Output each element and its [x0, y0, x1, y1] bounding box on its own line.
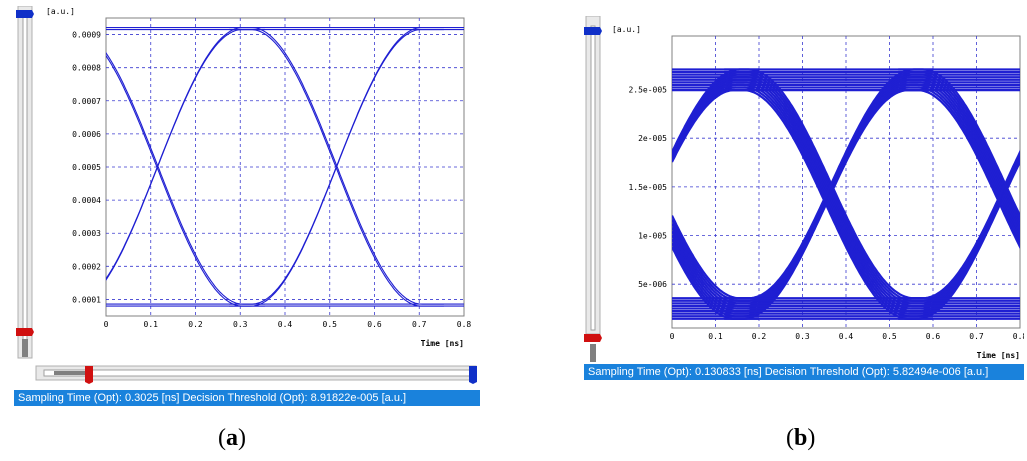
- vertical-slider-groove: [22, 13, 28, 355]
- falling-edge-trace: [724, 68, 933, 300]
- upper-threshold-marker-icon[interactable]: [16, 10, 34, 18]
- falling-edge-trace: [229, 29, 444, 307]
- x-tick-label: 0.4: [278, 320, 293, 329]
- end-marker-icon[interactable]: [469, 366, 477, 384]
- horizontal-slider-groove: [43, 369, 473, 377]
- falling-edge-trace: [106, 54, 265, 307]
- y-tick-label: 0.0006: [72, 130, 101, 139]
- plot-area-b: 0 0.1 0.2 0.3 0.4 0.5 0.6 0.7 0.8 5e-006 1e-005 1.5…: [612, 25, 1027, 360]
- x-tick-label: 0.1: [144, 320, 159, 329]
- falling-edge-trace: [724, 71, 933, 302]
- vertical-slider-groove: [590, 25, 596, 331]
- y-tick-label: 2.5e-005: [628, 86, 667, 95]
- eye-diagram-panel-a: 0 0.1 0.2 0.3 0.4 0.5 0.6 0.7 0.8 0.0001 0.0002 0.0…: [14, 5, 480, 406]
- y-tick-label: 1e-005: [638, 232, 667, 241]
- x-axis-label: Time [ns]: [977, 350, 1020, 360]
- x-axis-label: Time [ns]: [421, 338, 464, 348]
- caption-a: (a): [218, 425, 246, 451]
- y-tick-label: 0.0004: [72, 196, 101, 205]
- lower-threshold-marker-icon[interactable]: [584, 334, 602, 342]
- x-tick-label: 0.8: [1013, 332, 1024, 341]
- caption-b: (b): [786, 425, 816, 451]
- slider-handle[interactable]: [22, 339, 28, 357]
- y-tick-label: 0.0005: [72, 163, 101, 172]
- rising-edge-trace: [724, 68, 933, 300]
- x-tick-label: 0.7: [412, 320, 427, 329]
- status-bar-a: Sampling Time (Opt): 0.3025 [ns] Decisio…: [14, 390, 480, 406]
- status-bar-b: Sampling Time (Opt): 0.130833 [ns] Decis…: [584, 364, 1024, 380]
- falling-edge-trace: [898, 86, 1020, 246]
- eye-diagram-a: 0 0.1 0.2 0.3 0.4 0.5 0.6 0.7 0.8 0.0001 0.0002 0.0…: [16, 5, 477, 384]
- falling-edge-trace: [898, 71, 1020, 223]
- falling-edge-trace: [106, 51, 265, 305]
- y-tick-label: 0.0002: [72, 262, 101, 271]
- x-tick-label: 0.2: [188, 320, 203, 329]
- eye-traces: [672, 68, 1020, 320]
- caption-b-letter: b: [794, 425, 808, 451]
- y-axis-label: [a.u.]: [612, 25, 641, 34]
- x-tick-label: 0.6: [926, 332, 941, 341]
- y-tick-label: 0.0001: [72, 295, 101, 304]
- upper-threshold-marker-icon[interactable]: [584, 27, 602, 35]
- falling-edge-trace: [898, 73, 1020, 227]
- y-tick-label: 0.0008: [72, 64, 101, 73]
- x-tick-label: 0: [670, 332, 675, 341]
- eye-diagram-panel-b: 0 0.1 0.2 0.3 0.4 0.5 0.6 0.7 0.8 5e-006 1e-005 1.5…: [584, 15, 1027, 380]
- slider-handle[interactable]: [590, 344, 596, 362]
- x-tick-label: 0.8: [457, 320, 472, 329]
- eye-traces: [106, 27, 464, 307]
- x-tick-label: 0.6: [367, 320, 382, 329]
- caption-a-letter: a: [226, 425, 238, 451]
- falling-edge-trace: [898, 89, 1020, 250]
- x-tick-label: 0.5: [882, 332, 897, 341]
- y-tick-label: 0.0007: [72, 97, 101, 106]
- x-tick-label: 0.1: [708, 332, 723, 341]
- falling-edge-trace: [898, 81, 1020, 238]
- falling-edge-trace: [898, 83, 1020, 242]
- horizontal-slider-fill: [54, 371, 90, 375]
- lower-threshold-marker-icon[interactable]: [16, 328, 34, 336]
- x-tick-label: 0.5: [323, 320, 338, 329]
- x-tick-label: 0.3: [795, 332, 810, 341]
- rising-edge-trace: [898, 149, 1020, 300]
- y-tick-label: 5e-006: [638, 280, 667, 289]
- y-tick-label: 2e-005: [638, 134, 667, 143]
- x-tick-label: 0.4: [839, 332, 854, 341]
- sampling-time-marker-icon[interactable]: [85, 366, 93, 384]
- y-tick-label: 1.5e-005: [628, 183, 667, 192]
- x-tick-label: 0.7: [969, 332, 984, 341]
- eye-diagram-b: 0 0.1 0.2 0.3 0.4 0.5 0.6 0.7 0.8 5e-006 1e-005 1.5…: [584, 15, 1027, 380]
- falling-edge-trace: [229, 27, 444, 305]
- y-tick-label: 0.0003: [72, 229, 101, 238]
- y-axis-label: [a.u.]: [46, 7, 75, 16]
- plot-area-a: 0 0.1 0.2 0.3 0.4 0.5 0.6 0.7 0.8 0.0001 0.0002 0.0…: [46, 7, 472, 348]
- x-tick-label: 0: [104, 320, 109, 329]
- x-tick-label: 0.3: [233, 320, 248, 329]
- y-tick-label: 0.0009: [72, 31, 101, 40]
- x-tick-label: 0.2: [752, 332, 767, 341]
- falling-edge-trace: [898, 68, 1020, 219]
